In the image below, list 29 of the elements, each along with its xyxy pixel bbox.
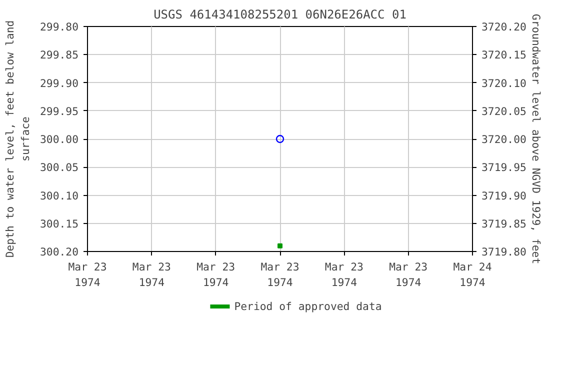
x-tick-label: Mar 23 1974	[68, 260, 107, 290]
y2-tick-label: 3720.10	[482, 76, 526, 90]
y2-tick-label: 3720.15	[482, 48, 526, 62]
y-tick-label: 299.90	[40, 76, 79, 90]
y-tick-label: 300.15	[40, 217, 79, 230]
x-tick-label: Mar 23 1974	[196, 260, 236, 290]
x-tick-label: Mar 24 1974	[453, 260, 492, 290]
y-tick-label: 300.00	[40, 133, 79, 146]
y2-tick-label: 3719.90	[482, 189, 526, 202]
y2-axis-title: Groundwater level above NGVD 1929, feet	[530, 14, 542, 264]
y-tick-label: 300.20	[40, 246, 79, 258]
y2-tick-label: 3719.95	[482, 161, 526, 174]
y2-tick-label: 3720.00	[482, 133, 526, 146]
legend-label: Period of approved data	[234, 300, 382, 312]
x-tick-label: Mar 23 1974	[132, 260, 171, 290]
y2-tick-label: 3720.20	[482, 20, 526, 34]
x-tick-label: Mar 23 1974	[389, 260, 428, 290]
y2-tick-label: 3719.80	[482, 246, 526, 258]
y-tick-label: 300.10	[40, 189, 79, 202]
y-tick-label: 299.95	[40, 104, 79, 118]
x-tick-label: Mar 23 1974	[260, 260, 300, 290]
y-tick-label: 299.85	[40, 48, 79, 62]
y-axis-title: Depth to water level, feet below land surface	[3, 20, 32, 258]
y-tick-label: 299.80	[40, 20, 79, 34]
y2-tick-label: 3720.05	[482, 104, 526, 118]
y2-tick-label: 3719.85	[482, 217, 526, 230]
chart-title: USGS 461434108255201 06N26E26ACC 01	[154, 8, 406, 22]
x-tick-label: Mar 23 1974	[324, 260, 364, 290]
y-tick-label: 300.05	[40, 161, 79, 174]
